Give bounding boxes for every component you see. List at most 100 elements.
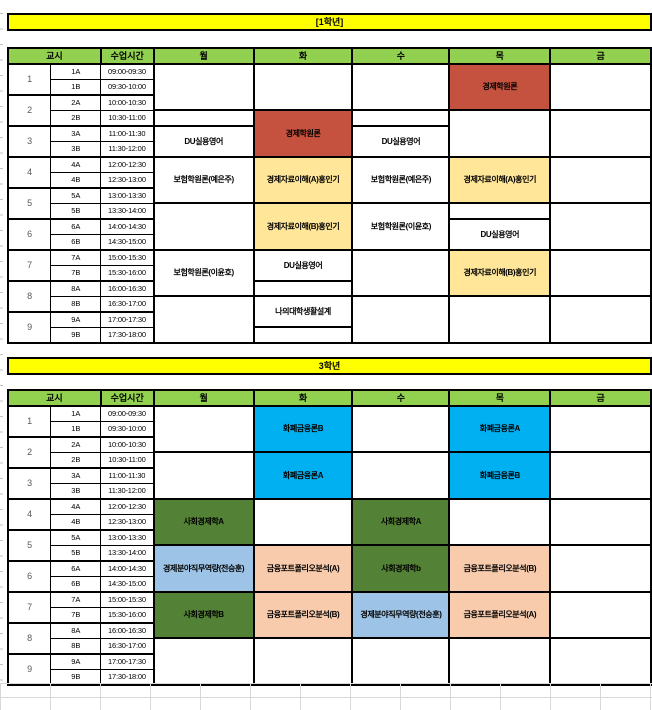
empty-cell[interactable] <box>549 62 652 111</box>
period-code-cell[interactable]: 5B <box>50 544 102 562</box>
period-code-cell[interactable]: 3A <box>50 125 102 142</box>
time-cell[interactable]: 12:30-13:00 <box>100 513 155 531</box>
time-cell[interactable]: 17:30-18:00 <box>100 326 155 344</box>
period-code-cell[interactable]: 6A <box>50 218 102 235</box>
course-cell[interactable]: 경제자료이해(A)홍인기 <box>448 155 552 204</box>
period-code-cell[interactable]: 3B <box>50 482 102 500</box>
time-cell[interactable]: 11:00-11:30 <box>100 467 155 484</box>
course-cell[interactable]: 경제자료이해(B)홍인기 <box>252 202 354 251</box>
header-day-2[interactable]: 수 <box>351 47 451 65</box>
course-cell[interactable]: 금융포트폴리오분석(A) <box>252 544 354 593</box>
course-cell[interactable]: 사회경제학A <box>351 497 451 546</box>
course-cell[interactable]: 사회경제학B <box>152 590 255 639</box>
course-cell[interactable]: 보험학원론(이윤호) <box>152 248 255 297</box>
empty-cell[interactable] <box>448 202 552 220</box>
period-code-cell[interactable]: 5A <box>50 529 102 546</box>
empty-cell[interactable] <box>351 295 451 344</box>
period-code-cell[interactable]: 8A <box>50 280 102 297</box>
course-cell[interactable]: DU실용영어 <box>448 217 552 251</box>
empty-cell[interactable] <box>152 404 255 453</box>
period-cell[interactable]: 2 <box>7 436 52 469</box>
grade1-banner[interactable]: [1학년] <box>7 13 652 31</box>
course-cell[interactable]: 경제학원론 <box>448 62 552 111</box>
time-cell[interactable]: 09:00-09:30 <box>100 63 155 80</box>
course-cell[interactable]: 금융포트폴리오분석(B) <box>252 590 354 639</box>
empty-cell[interactable] <box>549 637 652 686</box>
course-cell[interactable]: 보험학원론(예은주) <box>351 155 451 204</box>
period-code-cell[interactable]: 2A <box>50 94 102 111</box>
time-cell[interactable]: 12:00-12:30 <box>100 498 155 515</box>
empty-cell[interactable] <box>549 497 652 546</box>
time-cell[interactable]: 14:30-15:00 <box>100 575 155 593</box>
period-code-cell[interactable]: 1A <box>50 63 102 80</box>
header-time[interactable]: 수업시간 <box>99 47 155 65</box>
empty-cell[interactable] <box>351 62 451 111</box>
header-day-1[interactable]: 화 <box>252 47 354 65</box>
period-code-cell[interactable]: 4B <box>50 171 102 189</box>
time-cell[interactable]: 16:30-17:00 <box>100 637 155 655</box>
time-cell[interactable]: 14:30-15:00 <box>100 233 155 251</box>
header-day-3[interactable]: 목 <box>448 389 552 407</box>
header-time[interactable]: 수업시간 <box>99 389 155 407</box>
period-code-cell[interactable]: 9A <box>50 653 102 670</box>
time-cell[interactable]: 15:30-16:00 <box>100 264 155 282</box>
period-cell[interactable]: 6 <box>7 560 52 593</box>
time-cell[interactable]: 14:00-14:30 <box>100 560 155 577</box>
period-code-cell[interactable]: 7B <box>50 606 102 624</box>
empty-cell[interactable] <box>549 109 652 158</box>
period-code-cell[interactable]: 8A <box>50 622 102 639</box>
course-cell[interactable]: DU실용영어 <box>152 124 255 158</box>
empty-cell[interactable] <box>152 295 255 344</box>
period-cell[interactable]: 8 <box>7 622 52 655</box>
period-cell[interactable]: 5 <box>7 187 52 220</box>
empty-cell[interactable] <box>549 590 652 639</box>
empty-cell[interactable] <box>549 295 652 344</box>
course-cell[interactable]: 경제자료이해(B)홍인기 <box>448 248 552 297</box>
time-cell[interactable]: 09:30-10:00 <box>100 420 155 438</box>
time-cell[interactable]: 17:00-17:30 <box>100 653 155 670</box>
period-code-cell[interactable]: 6A <box>50 560 102 577</box>
period-cell[interactable]: 9 <box>7 311 52 344</box>
header-period[interactable]: 교시 <box>7 389 102 407</box>
header-day-0[interactable]: 월 <box>152 389 255 407</box>
period-code-cell[interactable]: 3A <box>50 467 102 484</box>
period-cell[interactable]: 7 <box>7 591 52 624</box>
period-code-cell[interactable]: 7B <box>50 264 102 282</box>
course-cell[interactable]: 화폐금융론A <box>448 404 552 453</box>
empty-cell[interactable] <box>549 404 652 453</box>
course-cell[interactable]: DU실용영어 <box>252 248 354 282</box>
period-code-cell[interactable]: 3B <box>50 140 102 158</box>
empty-cell[interactable] <box>448 497 552 546</box>
empty-cell[interactable] <box>152 62 255 111</box>
empty-cell[interactable] <box>152 637 255 686</box>
empty-cell[interactable] <box>549 155 652 204</box>
time-cell[interactable]: 13:00-13:30 <box>100 187 155 204</box>
time-cell[interactable]: 13:00-13:30 <box>100 529 155 546</box>
empty-cell[interactable] <box>549 544 652 593</box>
header-day-1[interactable]: 화 <box>252 389 354 407</box>
time-cell[interactable]: 11:30-12:00 <box>100 482 155 500</box>
time-cell[interactable]: 10:30-11:00 <box>100 109 155 127</box>
period-cell[interactable]: 1 <box>7 63 52 96</box>
time-cell[interactable]: 11:00-11:30 <box>100 125 155 142</box>
empty-cell[interactable] <box>152 109 255 127</box>
time-cell[interactable]: 16:00-16:30 <box>100 622 155 639</box>
period-cell[interactable]: 2 <box>7 94 52 127</box>
period-cell[interactable]: 8 <box>7 280 52 313</box>
course-cell[interactable]: DU실용영어 <box>351 124 451 158</box>
period-code-cell[interactable]: 9A <box>50 311 102 328</box>
period-code-cell[interactable]: 8B <box>50 295 102 313</box>
course-cell[interactable]: 보험학원론(예은주) <box>152 155 255 204</box>
empty-cell[interactable] <box>448 295 552 344</box>
empty-cell[interactable] <box>351 637 451 686</box>
empty-cell[interactable] <box>152 202 255 251</box>
empty-cell[interactable] <box>351 109 451 127</box>
time-cell[interactable]: 16:00-16:30 <box>100 280 155 297</box>
course-cell[interactable]: 화폐금융론B <box>252 404 354 453</box>
period-code-cell[interactable]: 7A <box>50 249 102 266</box>
empty-cell[interactable] <box>252 637 354 686</box>
period-code-cell[interactable]: 2A <box>50 436 102 453</box>
time-cell[interactable]: 11:30-12:00 <box>100 140 155 158</box>
period-code-cell[interactable]: 2B <box>50 451 102 469</box>
course-cell[interactable]: 금융포트폴리오분석(B) <box>448 544 552 593</box>
